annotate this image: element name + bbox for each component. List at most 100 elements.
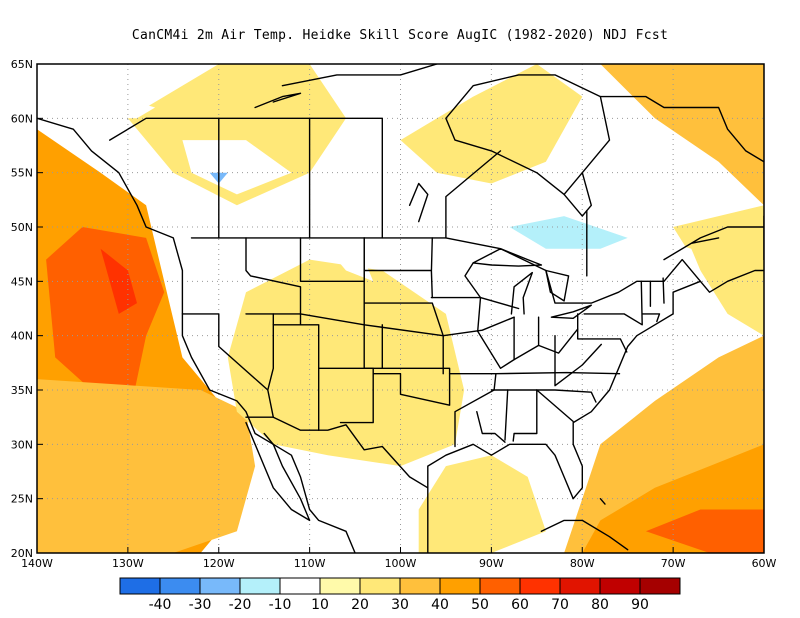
colorbar-label: 60 (511, 597, 529, 613)
boundary-canada-west-lakes (108, 117, 220, 141)
colorbar-label: 70 (551, 597, 569, 613)
colorbar-label: 20 (351, 597, 369, 613)
colorbar-label: 40 (431, 597, 449, 613)
boundary-labrador-coast (599, 95, 764, 163)
boundary-state-line-23 (577, 328, 628, 353)
boundary-great-slave (254, 92, 302, 109)
lon-tick-label: 60W (752, 557, 777, 570)
boundary-state-line-1 (245, 313, 515, 337)
skill-layer (37, 64, 764, 553)
colorbar-label: 50 (471, 597, 489, 613)
skill-region-hudson-band (400, 64, 583, 184)
boundary-state-line-22 (536, 389, 574, 423)
lon-tick-label: 80W (570, 557, 595, 570)
boundary-hudson-bay (445, 74, 611, 196)
boundary-state-line-4 (267, 313, 274, 391)
colorbar: -40 -30 -20 -10 10 20 30 40 50 60 70 80 90 (119, 577, 681, 613)
colorbar-label: -20 (229, 597, 252, 613)
skill-region-baja-neg (282, 466, 310, 499)
colorbar-label: -10 (269, 597, 292, 613)
boundary-state-line-16 (512, 389, 538, 442)
colorbar-swatch (279, 577, 321, 595)
lon-tick-label: 110W (294, 557, 326, 570)
boundary-state-line-14 (476, 411, 506, 443)
colorbar-swatch (559, 577, 601, 595)
lat-tick-label: 45N (11, 275, 33, 288)
boundary-us-canada-border (190, 237, 702, 304)
skill-region-pacific-hot-1 (100, 248, 137, 314)
boundary-layer (37, 64, 764, 553)
boundary-us-mexico-border (245, 416, 429, 489)
skill-region-great-lakes-neg (436, 205, 710, 304)
skill-region-ne-atlantic (673, 205, 764, 336)
boundary-state-line-10 (363, 302, 444, 375)
boundary-state-line-2 (181, 313, 274, 418)
boundary-lake-superior (472, 247, 543, 267)
lat-tick-label: 65N (11, 58, 33, 71)
boundary-lake-winnipeg (408, 182, 429, 223)
colorbar-swatch (239, 577, 281, 595)
skill-region-canada-neg (182, 140, 292, 195)
boundary-ontario-border (445, 150, 502, 239)
boundary-cuba (540, 519, 629, 551)
skill-region-labrador (600, 64, 764, 206)
boundary-north-america-coast (37, 117, 356, 553)
skill-region-quebec-neg (509, 216, 628, 249)
skill-region-alaska-neg (109, 96, 156, 119)
colorbar-swatch (519, 577, 561, 595)
boundary-state-line-21 (490, 389, 597, 403)
boundary-state-line-15 (504, 389, 509, 441)
lat-tick-label: 20N (11, 547, 33, 560)
lon-tick-label: 130W (112, 557, 144, 570)
boundary-arctic-islands (281, 64, 438, 87)
skill-region-great-plains (227, 259, 465, 467)
skill-region-gulf-mexico (418, 455, 546, 553)
colorbar-swatch (399, 577, 441, 595)
lat-tick-label: 40N (11, 330, 33, 343)
lon-tick-label: 90W (479, 557, 504, 570)
boundary-canada-provinces (218, 117, 383, 239)
colorbar-swatch (479, 577, 521, 595)
boundary-gulf-coast (427, 269, 764, 553)
colorbar-swatch (159, 577, 201, 595)
colorbar-swatch (119, 577, 161, 595)
boundary-state-line-3 (245, 237, 320, 431)
map-title: CanCM4i 2m Air Temp. Heidke Skill Score … (131, 28, 669, 43)
skill-region-canada-west (127, 64, 347, 206)
boundary-lake-michigan (510, 271, 533, 315)
colorbar-label: -30 (189, 597, 212, 613)
skill-region-pacific-soft (37, 379, 256, 553)
boundary-state-line-12 (464, 262, 520, 310)
boundary-bahamas (599, 498, 606, 505)
plot-area (36, 63, 765, 554)
skill-region-caribbean-hot (645, 509, 764, 553)
lat-tick-label: 50N (11, 221, 33, 234)
lon-tick-label: 120W (203, 557, 235, 570)
lon-tick-label: 100W (385, 557, 417, 570)
axis-layer: 140W 130W 120W 110W 100W 90W 80W 70W 60W 65N 60N 55… (11, 58, 777, 570)
lat-tick-label: 55N (11, 167, 33, 180)
lat-tick-label: 25N (11, 493, 33, 506)
lon-tick-label: 140W (21, 557, 53, 570)
lat-tick-label: 60N (11, 112, 33, 125)
boundary-lake-erie (550, 304, 592, 319)
colorbar-swatch (319, 577, 361, 595)
boundary-baja-peninsula (245, 421, 311, 522)
lat-tick-label: 30N (11, 438, 33, 451)
colorbar-label: 90 (631, 597, 649, 613)
boundary-state-line-24 (583, 280, 643, 326)
boundary-lake-huron (545, 269, 570, 302)
colorbar-label: 10 (311, 597, 329, 613)
lat-tick-label: 35N (11, 384, 33, 397)
boundary-state-line-27 (662, 277, 665, 304)
colorbar-swatch (359, 577, 401, 595)
skill-region-pacific-core (46, 227, 165, 423)
boundary-state-line-25 (641, 313, 661, 323)
boundary-state-line-20 (495, 371, 621, 375)
colorbar-label: 80 (591, 597, 609, 613)
lon-tick-label: 70W (661, 557, 686, 570)
colorbar-swatch (599, 577, 641, 595)
colorbar-swatch (639, 577, 681, 595)
boundary-gulf-st-lawrence (663, 226, 764, 261)
